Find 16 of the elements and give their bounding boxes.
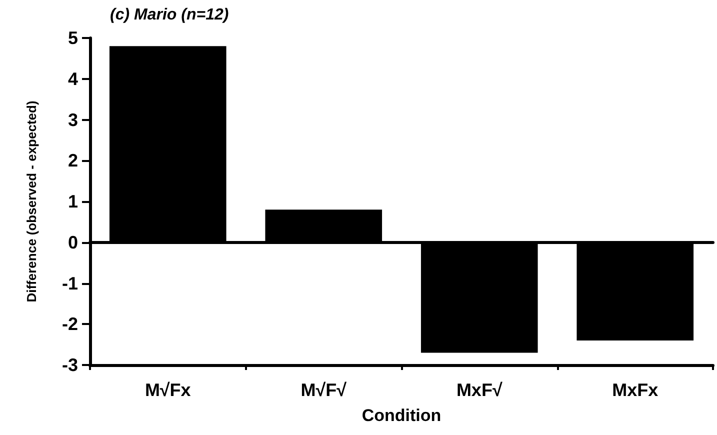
y-tick-label: -2 — [62, 314, 78, 334]
y-tick-label: -3 — [62, 355, 78, 375]
y-tick-label: 2 — [68, 150, 78, 171]
x-axis-title: Condition — [362, 406, 442, 425]
x-tick-label: M√F√ — [300, 380, 347, 400]
x-tick-label: MxF√ — [456, 380, 502, 400]
y-tick-label: 3 — [68, 110, 78, 130]
y-tick-label: 1 — [68, 192, 78, 212]
chart-title: (c) Mario (n=12) — [110, 6, 229, 24]
x-tick-label: M√Fx — [144, 380, 191, 400]
y-axis-title: Difference (observed - expected) — [24, 100, 39, 302]
x-tick-label: MxFx — [612, 380, 658, 400]
y-tick-label: 4 — [68, 68, 78, 89]
y-tick-label: 5 — [68, 28, 78, 48]
y-tick-label: -1 — [62, 273, 78, 294]
y-tick-label: 0 — [68, 232, 78, 252]
